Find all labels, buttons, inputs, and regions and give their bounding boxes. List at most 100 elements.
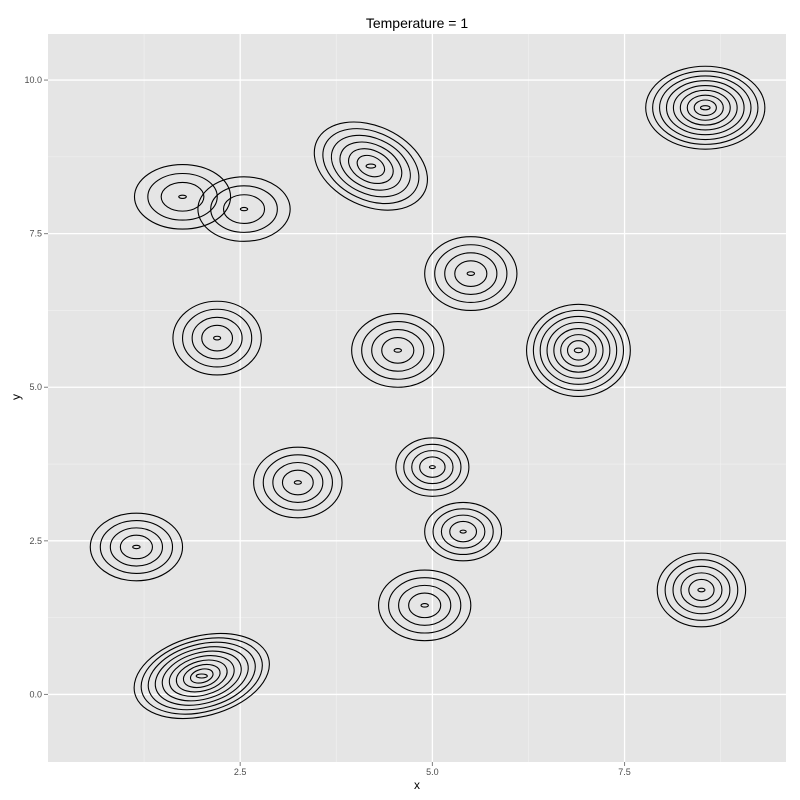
y-axis-title: y — [9, 394, 23, 400]
contour-line-inner — [195, 673, 208, 679]
contour-line — [398, 584, 452, 626]
density-peak — [197, 176, 291, 242]
contour-line — [253, 446, 343, 519]
density-peak — [253, 446, 343, 519]
contour-line — [371, 329, 425, 372]
contour-line — [440, 514, 486, 549]
contour-line — [395, 437, 470, 497]
contour-line — [168, 655, 235, 697]
contour-line-inner — [178, 194, 187, 199]
contour-line — [133, 632, 270, 720]
contour-line — [546, 321, 611, 379]
contour-line — [449, 520, 478, 543]
density-peak — [378, 569, 472, 642]
contour-line-inner — [466, 271, 476, 276]
chart-title: Temperature = 1 — [366, 15, 469, 31]
density-peak — [424, 236, 518, 312]
density-peak — [424, 501, 503, 562]
contour-line — [424, 501, 503, 562]
contour-line — [109, 527, 164, 567]
density-peak — [351, 312, 445, 388]
contour-line — [378, 569, 472, 642]
contour-line-inner — [213, 335, 222, 341]
density-peak — [525, 303, 631, 398]
density-peak — [172, 300, 262, 376]
contour-line — [645, 65, 766, 150]
density-peak — [89, 512, 184, 582]
contour-line — [210, 185, 278, 233]
contour-line — [659, 75, 752, 141]
density-peak — [133, 632, 270, 720]
y-tick-label: 7.5 — [29, 229, 42, 239]
contour-line-inner — [573, 347, 584, 354]
contour-line — [553, 328, 604, 373]
contour-line — [281, 469, 314, 496]
contour-line — [454, 260, 488, 287]
contour-line — [161, 650, 242, 702]
x-tick-label: 5.0 — [426, 767, 439, 777]
contour-line — [403, 443, 462, 491]
contour-line — [181, 308, 253, 368]
contour-line — [160, 181, 205, 212]
density-peak — [656, 552, 747, 628]
contour-line-inner — [428, 465, 436, 470]
contour-line — [191, 316, 243, 360]
x-tick-label: 2.5 — [234, 767, 247, 777]
y-tick-label: 2.5 — [29, 536, 42, 546]
contour-line — [411, 450, 454, 485]
contour-line — [201, 324, 234, 352]
contour-line — [388, 577, 462, 634]
contour-line — [272, 461, 324, 503]
contour-line — [348, 148, 394, 185]
contour-line — [566, 340, 590, 361]
contour-line — [330, 134, 411, 198]
contour-line-inner — [420, 603, 429, 608]
contour-line — [381, 337, 415, 364]
contour-line — [189, 668, 214, 684]
y-tick-label: 0.0 — [29, 689, 42, 699]
contour-line-inner — [393, 347, 403, 353]
contour-line — [140, 637, 263, 715]
contour-line — [322, 128, 420, 205]
y-axis: 0.0 2.5 5.0 7.5 10.0 — [24, 75, 48, 699]
contour-line — [133, 164, 232, 230]
contour-line-inner — [699, 105, 711, 111]
contour-line — [539, 315, 618, 385]
contour-line — [560, 334, 597, 367]
contour-line — [432, 508, 494, 556]
contour-line-inner — [365, 163, 377, 169]
density-peak — [395, 437, 470, 497]
contour-line — [532, 309, 625, 391]
minor-gridlines — [48, 34, 786, 762]
x-tick-label: 7.5 — [618, 767, 631, 777]
contour-line — [419, 456, 446, 478]
contour-line — [351, 312, 445, 388]
contour-line — [313, 121, 428, 211]
contour-line — [361, 320, 435, 380]
contour-line-inner — [293, 480, 302, 485]
contour-line-inner — [132, 544, 141, 550]
contour-line — [89, 512, 184, 582]
contour-line-inner — [697, 587, 706, 593]
contour-line — [175, 659, 228, 693]
contour-line — [424, 236, 518, 312]
contour-line — [444, 252, 498, 295]
contour-line-inner — [239, 206, 249, 212]
contour-line — [434, 244, 508, 303]
contour-line — [688, 578, 715, 602]
contour-line — [525, 303, 631, 398]
x-axis: 2.5 5.0 7.5 — [234, 762, 631, 777]
y-tick-label: 10.0 — [24, 75, 42, 85]
contour-line — [172, 300, 262, 376]
contour-line — [672, 84, 738, 131]
x-axis-title: x — [414, 778, 420, 792]
contour-line — [99, 519, 174, 574]
contour-line — [679, 89, 731, 126]
contour-line — [339, 141, 403, 191]
contour-line — [665, 80, 745, 136]
contour-line — [147, 172, 218, 221]
y-tick-label: 5.0 — [29, 382, 42, 392]
density-peak — [313, 121, 428, 211]
contour-line — [686, 94, 724, 121]
